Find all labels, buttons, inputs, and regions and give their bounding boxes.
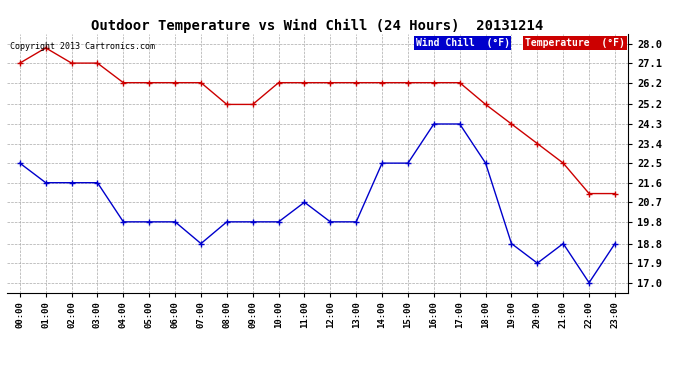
Text: Wind Chill  (°F): Wind Chill (°F) xyxy=(415,38,509,48)
Text: Copyright 2013 Cartronics.com: Copyright 2013 Cartronics.com xyxy=(10,42,155,51)
Title: Outdoor Temperature vs Wind Chill (24 Hours)  20131214: Outdoor Temperature vs Wind Chill (24 Ho… xyxy=(91,18,544,33)
Text: Temperature  (°F): Temperature (°F) xyxy=(525,38,624,48)
